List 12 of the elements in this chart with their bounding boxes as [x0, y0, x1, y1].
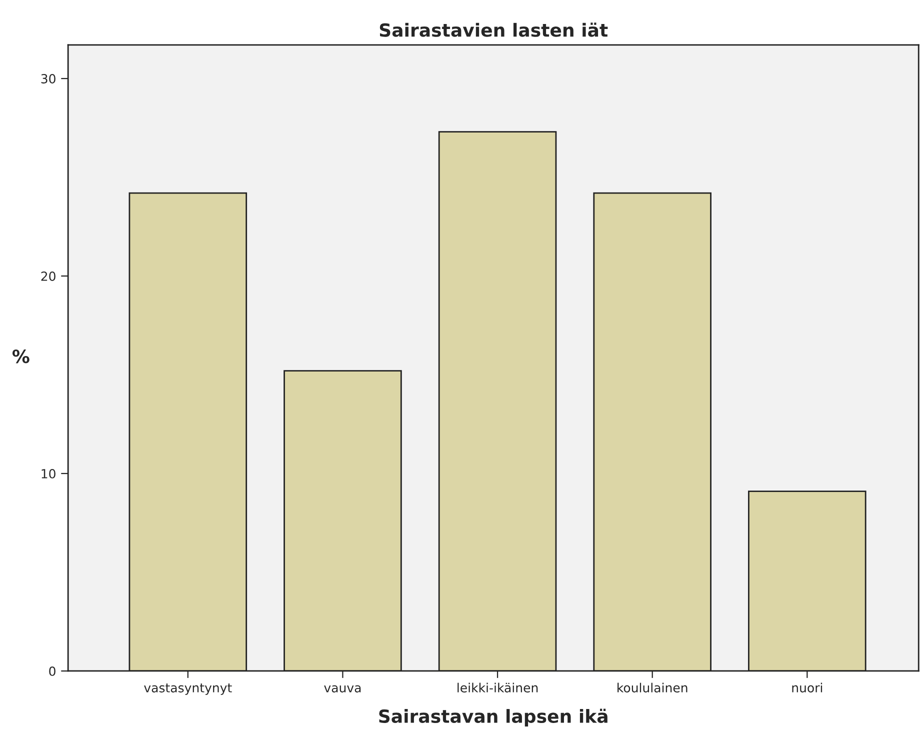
x-tick-label: vastasyntynyt [144, 684, 232, 695]
x-tick-label: koululainen [618, 682, 688, 692]
chart-title: Sairastavien lasten iät [380, 22, 608, 37]
y-tick-label: 10 [42, 468, 56, 478]
x-tick-label: vauva [324, 685, 361, 692]
y-tick-label: 20 [41, 271, 56, 281]
x-tick-label: nuori [792, 682, 822, 692]
y-axis-title: % [12, 350, 30, 364]
y-tick-label: 30 [41, 74, 56, 84]
x-tick-label: leikki-ikäinen [458, 682, 538, 692]
x-axis-title: Sairastavan lapsen ikä [379, 708, 608, 727]
y-tick-label: 0 [49, 666, 56, 676]
